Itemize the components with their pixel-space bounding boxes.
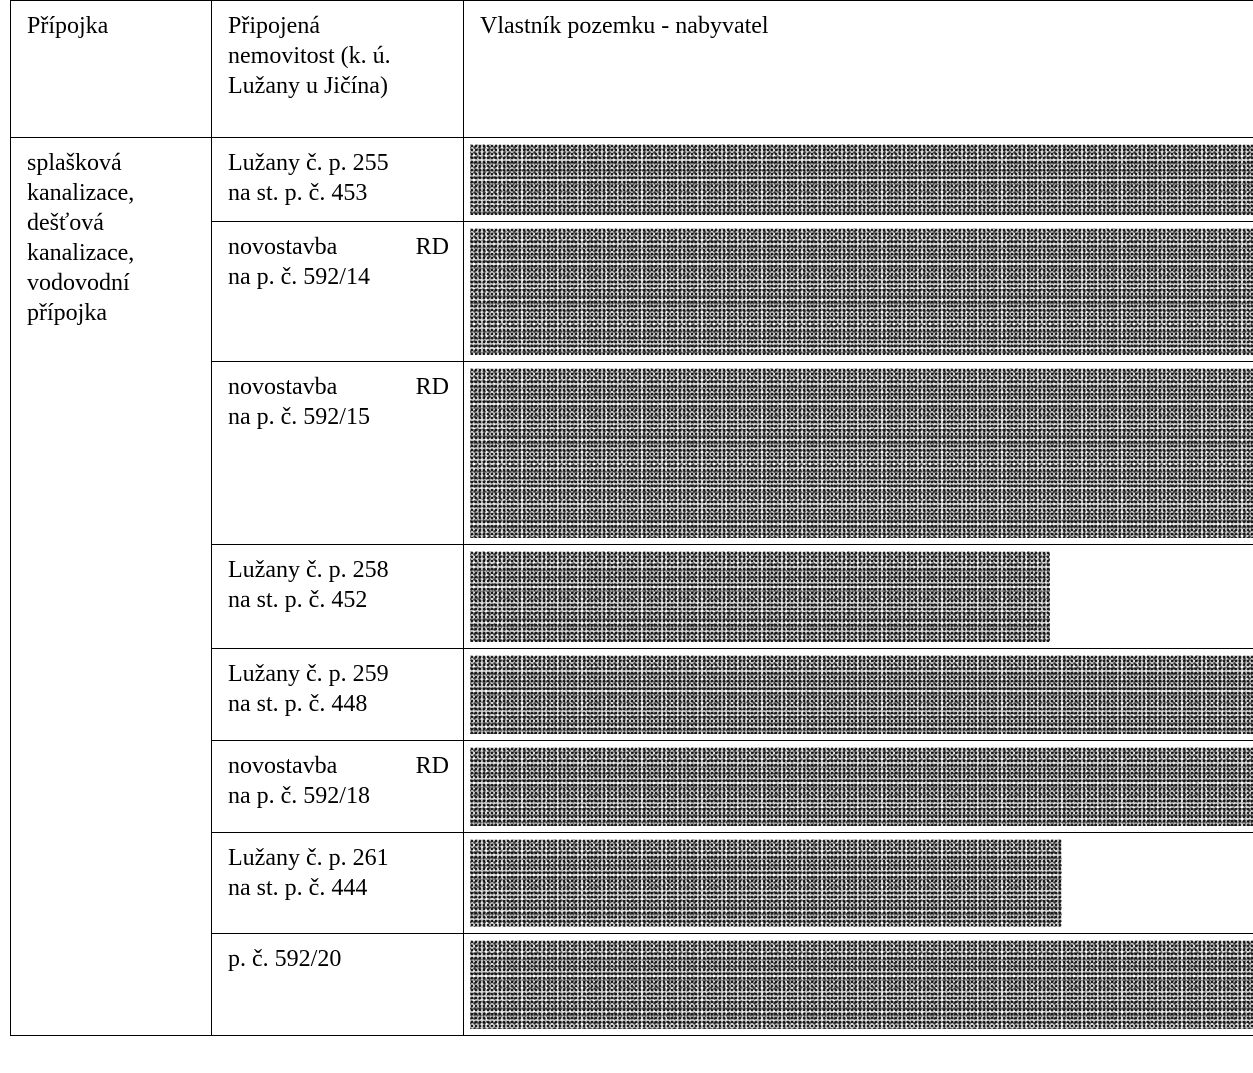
property-word: RD (415, 753, 449, 779)
property-word: novostavba (228, 374, 338, 400)
header-connection-label: Přípojka (27, 13, 109, 39)
owner-cell (463, 137, 1253, 222)
owner-cell (463, 361, 1253, 545)
redacted-owner (470, 940, 1253, 1029)
utility-type-cell: splašková kanalizace, dešťová kanalizace… (10, 137, 212, 1036)
header-property-line: Lužany u Jičína) (228, 73, 388, 99)
property-word: novostavba (228, 234, 338, 260)
property-line: Lužany č. p. 261 (228, 845, 389, 871)
table-row: splašková kanalizace, dešťová kanalizace… (10, 137, 1253, 1036)
table-row: p. č. 592/20 (11, 933, 1253, 1036)
property-cell: novostavba RD na p. č. 592/18 (211, 740, 464, 833)
property-cell: p. č. 592/20 (211, 933, 464, 1036)
connections-table: Přípojka Připojená nemovitost (k. ú. Luž… (10, 0, 1253, 1036)
property-line: na st. p. č. 452 (228, 587, 368, 613)
owner-cell (463, 740, 1253, 833)
property-line: na st. p. č. 444 (228, 875, 368, 901)
header-owner-label: Vlastník pozemku - nabyvatel (480, 13, 769, 39)
redacted-owner (470, 655, 1253, 734)
property-line: novostavba RD (228, 751, 449, 781)
property-line: na p. č. 592/14 (228, 264, 370, 290)
owner-cell (463, 832, 1253, 934)
header-property-line: Připojená (228, 13, 320, 39)
property-line: na st. p. č. 453 (228, 180, 368, 206)
table-row: Lužany č. p. 258 na st. p. č. 452 (11, 544, 1253, 649)
owner-cell (463, 221, 1253, 362)
header-cell-owner: Vlastník pozemku - nabyvatel (463, 0, 1253, 138)
property-word: RD (415, 374, 449, 400)
utility-line: kanalizace, (27, 180, 135, 206)
table-row: novostavba RD na p. č. 592/14 (11, 221, 1253, 362)
property-line: novostavba RD (228, 372, 449, 402)
header-property-line: nemovitost (k. ú. (228, 43, 391, 69)
property-line: Lužany č. p. 259 (228, 661, 389, 687)
table-row: novostavba RD na p. č. 592/15 (11, 361, 1253, 545)
redacted-owner (470, 551, 1050, 642)
property-line: na p. č. 592/15 (228, 404, 370, 430)
property-word: RD (415, 234, 449, 260)
property-cell: Lužany č. p. 261 na st. p. č. 444 (211, 832, 464, 934)
table-row: novostavba RD na p. č. 592/18 (11, 740, 1253, 833)
property-cell: Lužany č. p. 259 na st. p. č. 448 (211, 648, 464, 741)
property-cell: novostavba RD na p. č. 592/15 (211, 361, 464, 545)
utility-line: přípojka (27, 300, 107, 326)
header-cell-connection: Přípojka (10, 0, 212, 138)
owner-cell (463, 544, 1253, 649)
property-word: novostavba (228, 753, 338, 779)
property-line: Lužany č. p. 258 (228, 557, 389, 583)
redacted-owner (470, 839, 1062, 927)
property-line: na st. p. č. 448 (228, 691, 368, 717)
table-row: Lužany č. p. 261 na st. p. č. 444 (11, 832, 1253, 934)
owner-cell (463, 933, 1253, 1036)
owner-cell (463, 648, 1253, 741)
property-line: na p. č. 592/18 (228, 783, 370, 809)
property-line: novostavba RD (228, 232, 449, 262)
property-cell: novostavba RD na p. č. 592/14 (211, 221, 464, 362)
property-cell: Lužany č. p. 255 na st. p. č. 453 (211, 137, 464, 222)
redacted-owner (470, 228, 1253, 355)
redacted-owner (470, 144, 1253, 215)
redacted-owner (470, 747, 1253, 826)
header-cell-property: Připojená nemovitost (k. ú. Lužany u Jič… (211, 0, 464, 138)
utility-line: dešťová (27, 210, 104, 236)
table-row: Lužany č. p. 259 na st. p. č. 448 (11, 648, 1253, 741)
utility-line: splašková (27, 150, 122, 176)
utility-line: kanalizace, (27, 240, 135, 266)
property-line: Lužany č. p. 255 (228, 150, 389, 176)
property-line: p. č. 592/20 (228, 946, 342, 972)
utility-line: vodovodní (27, 270, 130, 296)
header-row: Přípojka Připojená nemovitost (k. ú. Luž… (10, 0, 1253, 138)
redacted-owner (470, 368, 1253, 538)
property-cell: Lužany č. p. 258 na st. p. č. 452 (211, 544, 464, 649)
